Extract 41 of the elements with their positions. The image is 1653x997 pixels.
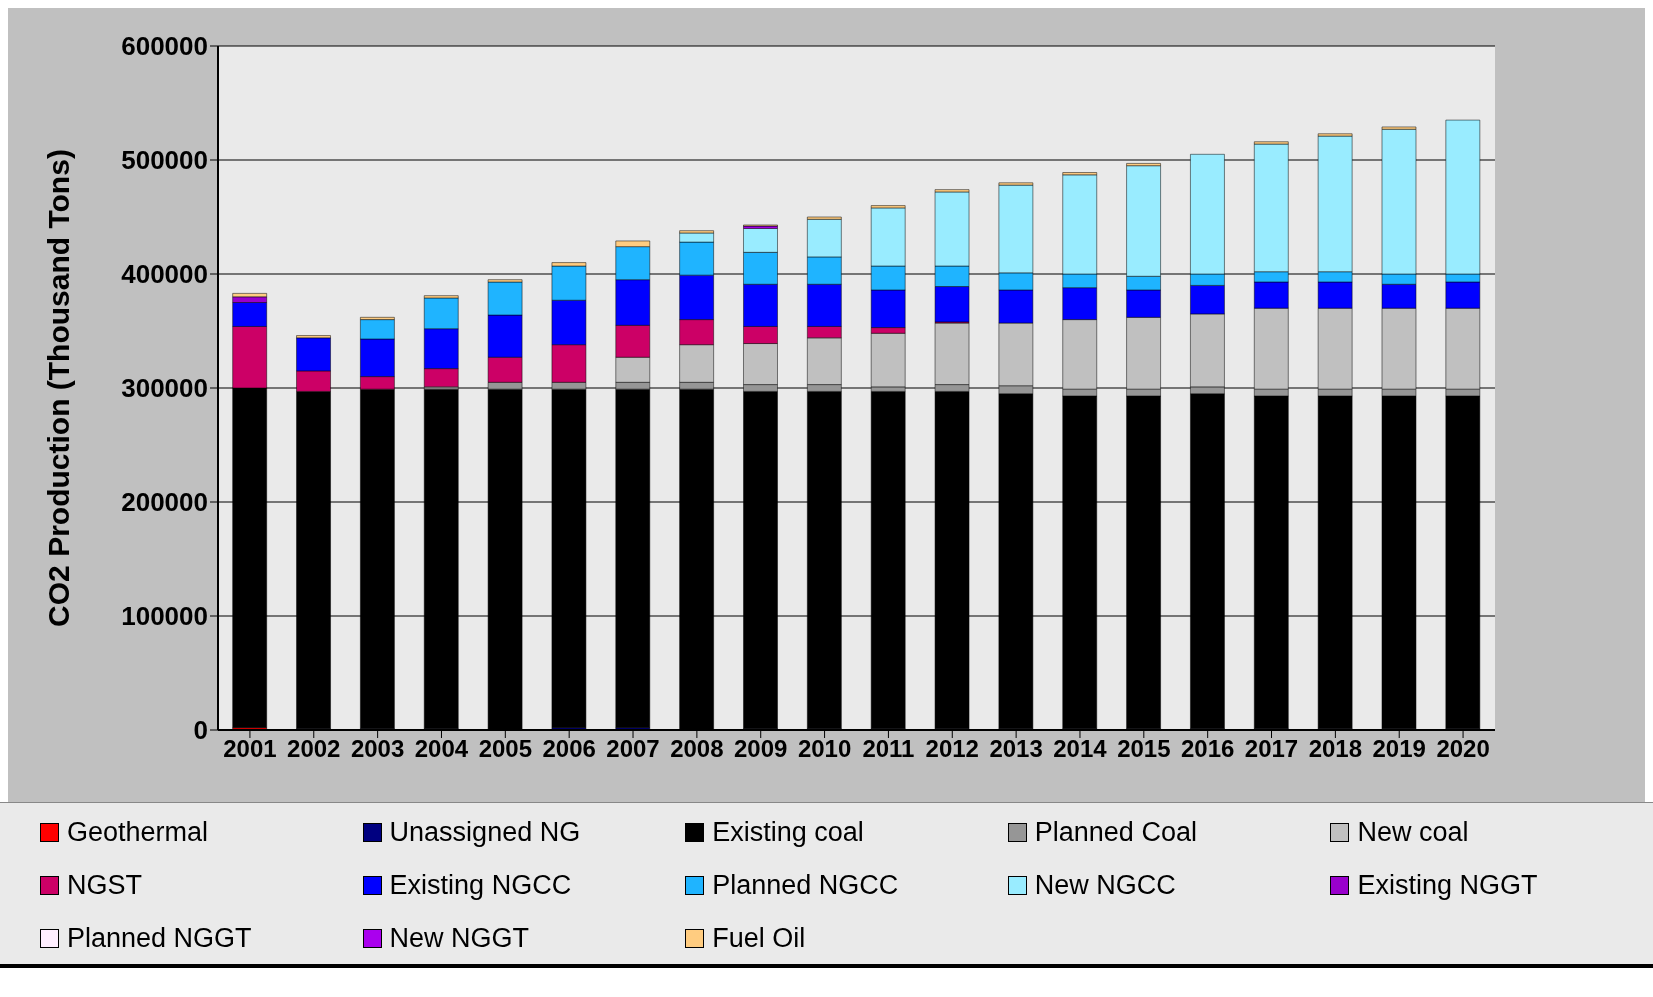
y-tick-label: 0 (193, 715, 208, 746)
legend-label: Planned NGCC (712, 870, 899, 901)
y-axis-title: CO2 Production (Thousand Tons) (41, 149, 75, 627)
x-tick-label: 2009 (734, 735, 788, 763)
x-tick-label: 2019 (1372, 735, 1426, 763)
y-tick-label: 400000 (121, 259, 208, 290)
x-tick-label: 2001 (223, 735, 277, 763)
legend-label: NGST (67, 870, 143, 901)
legend-label: Existing coal (712, 817, 864, 848)
x-tick-label: 2018 (1308, 735, 1363, 763)
x-tick-label: 2005 (478, 735, 533, 763)
x-tick-label: 2011 (862, 735, 915, 763)
legend-label: Existing NGGT (1357, 870, 1538, 901)
legend-label: New coal (1357, 817, 1469, 848)
y-tick-label: 300000 (121, 373, 208, 404)
legend-label: New NGGT (389, 923, 530, 954)
legend-label: Fuel Oil (712, 923, 806, 954)
legend-label: Planned Coal (1034, 817, 1197, 848)
x-tick-label: 2007 (606, 735, 660, 763)
legend-label: Planned NGGT (67, 923, 252, 954)
x-tick-label: 2014 (1053, 735, 1108, 763)
legend-label: Geothermal (67, 817, 209, 848)
x-tick-label: 2008 (670, 735, 724, 763)
x-tick-label: 2016 (1180, 735, 1235, 763)
y-tick-label: 100000 (121, 601, 208, 632)
x-tick-label: 2013 (989, 735, 1043, 763)
legend-label: Unassigned NG (389, 817, 581, 848)
legend-label: Existing NGCC (389, 870, 572, 901)
y-tick-label: 200000 (121, 487, 208, 518)
y-tick-label: 600000 (121, 31, 208, 62)
x-tick-label: 2002 (287, 735, 341, 763)
x-tick-label: 2010 (797, 735, 852, 763)
x-tick-label: 2004 (414, 735, 469, 763)
x-tick-label: 2006 (542, 735, 596, 763)
x-tick-label: 2017 (1244, 735, 1299, 763)
x-tick-label: 2015 (1117, 735, 1171, 763)
x-tick-label: 2003 (350, 735, 405, 763)
legend-label: New NGCC (1034, 870, 1176, 901)
x-tick-label: 2020 (1436, 735, 1490, 763)
y-tick-label: 500000 (121, 145, 208, 176)
x-tick-label: 2012 (925, 735, 979, 763)
